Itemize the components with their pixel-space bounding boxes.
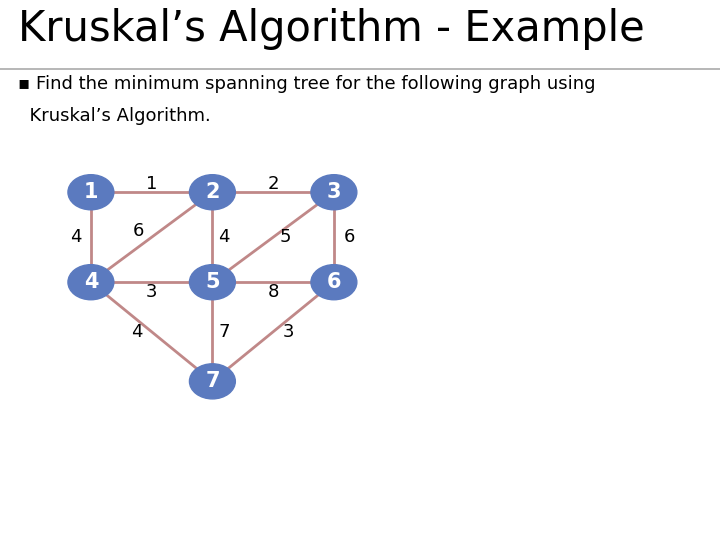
- Text: Greedy Algorithm: Greedy Algorithm: [18, 510, 141, 524]
- Ellipse shape: [311, 175, 357, 210]
- Text: 5: 5: [205, 272, 220, 292]
- Text: 6: 6: [327, 272, 341, 292]
- Text: 4: 4: [219, 228, 230, 246]
- Text: 4: 4: [70, 228, 81, 246]
- Text: 7: 7: [219, 323, 230, 341]
- Text: 2: 2: [267, 175, 279, 193]
- Ellipse shape: [189, 175, 235, 210]
- Text: 3: 3: [327, 182, 341, 202]
- Text: Kruskal’s Algorithm - Example: Kruskal’s Algorithm - Example: [18, 9, 644, 50]
- Ellipse shape: [189, 265, 235, 300]
- Ellipse shape: [68, 175, 114, 210]
- Text: Kruskal’s Algorithm.: Kruskal’s Algorithm.: [18, 107, 211, 125]
- Text: 7: 7: [205, 372, 220, 392]
- Text: 6: 6: [343, 228, 355, 246]
- Text: 3: 3: [282, 323, 294, 341]
- Text: 6: 6: [132, 221, 144, 240]
- Text: 3: 3: [146, 284, 158, 301]
- Text: 8: 8: [267, 284, 279, 301]
- Ellipse shape: [68, 265, 114, 300]
- Text: 5: 5: [279, 228, 291, 246]
- Text: ▪ Find the minimum spanning tree for the following graph using: ▪ Find the minimum spanning tree for the…: [18, 75, 595, 92]
- Text: 1: 1: [84, 182, 98, 202]
- Ellipse shape: [311, 265, 357, 300]
- Text: 1: 1: [146, 175, 158, 193]
- Text: Darshan Institute of Engineering & Technology: Darshan Institute of Engineering & Techn…: [379, 510, 702, 524]
- Text: 15: 15: [351, 510, 369, 524]
- Text: 4: 4: [84, 272, 98, 292]
- Ellipse shape: [189, 364, 235, 399]
- Text: 2: 2: [205, 182, 220, 202]
- Text: 4: 4: [131, 323, 143, 341]
